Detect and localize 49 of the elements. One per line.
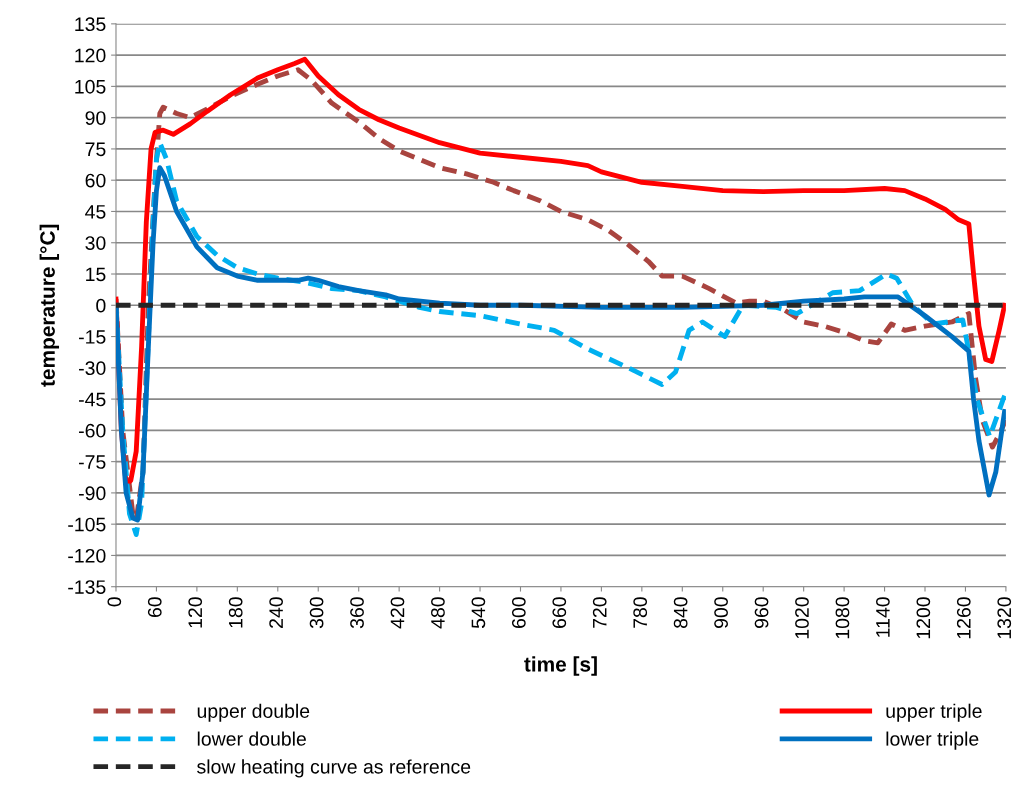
x-tick-label: 840 bbox=[673, 597, 688, 629]
y-tick-label: 15 bbox=[86, 267, 106, 282]
x-tick-label: 780 bbox=[633, 597, 648, 628]
y-tick-label: -120 bbox=[68, 548, 106, 563]
legend-label: upper triple bbox=[886, 703, 982, 722]
x-tick-label: 120 bbox=[188, 597, 203, 628]
legend-label: upper double bbox=[197, 703, 310, 722]
x-axis-title: time [s] bbox=[524, 656, 597, 676]
x-tick-label: 1080 bbox=[835, 597, 850, 639]
y-tick-label: -30 bbox=[79, 361, 106, 376]
x-tick-label: 660 bbox=[552, 597, 567, 628]
x-tick-label: 480 bbox=[431, 597, 445, 629]
y-axis-title: temperature [°C] bbox=[39, 224, 60, 387]
y-tick-label: -45 bbox=[79, 392, 106, 407]
x-tick-label: 540 bbox=[471, 597, 486, 629]
y-tick-label: 60 bbox=[85, 173, 106, 188]
y-tick-label: 105 bbox=[75, 79, 106, 94]
y-tick-label: 135 bbox=[75, 17, 106, 32]
y-tick-label: -135 bbox=[68, 580, 106, 594]
y-tick-label: -75 bbox=[79, 455, 106, 469]
x-tick-label: 240 bbox=[269, 597, 284, 628]
x-tick-label: 1260 bbox=[956, 597, 971, 639]
y-tick-label: 120 bbox=[75, 48, 106, 63]
legend-label: lower triple bbox=[886, 731, 979, 750]
y-tick-label: -105 bbox=[68, 517, 106, 532]
y-tick-label: -15 bbox=[79, 330, 106, 344]
x-tick-label: 420 bbox=[390, 597, 405, 629]
x-tick-label: 900 bbox=[714, 597, 728, 628]
x-tick-label: 60 bbox=[147, 597, 162, 618]
x-tick-label: 1200 bbox=[916, 597, 931, 639]
y-tick-label: -90 bbox=[79, 486, 106, 501]
legend-label: lower double bbox=[197, 731, 306, 746]
x-tick-label: 180 bbox=[228, 597, 243, 628]
y-tick-label: 45 bbox=[85, 205, 106, 219]
x-tick-label: 1320 bbox=[997, 597, 1012, 639]
x-tick-label: 1140 bbox=[876, 597, 890, 637]
legend-label: slow heating curve as reference bbox=[197, 759, 471, 778]
x-tick-label: 300 bbox=[309, 597, 324, 629]
y-tick-label: 30 bbox=[85, 236, 106, 250]
y-tick-label: 90 bbox=[85, 111, 106, 125]
x-tick-label: 720 bbox=[592, 597, 607, 628]
x-tick-label: 600 bbox=[511, 597, 526, 628]
x-tick-label: 1020 bbox=[795, 597, 809, 639]
x-tick-label: 360 bbox=[350, 597, 364, 629]
x-tick-label: 960 bbox=[754, 597, 769, 628]
x-tick-label: 0 bbox=[107, 597, 122, 607]
y-tick-label: -60 bbox=[79, 423, 106, 438]
y-tick-label: 75 bbox=[85, 142, 106, 157]
y-tick-label: 0 bbox=[96, 298, 106, 313]
